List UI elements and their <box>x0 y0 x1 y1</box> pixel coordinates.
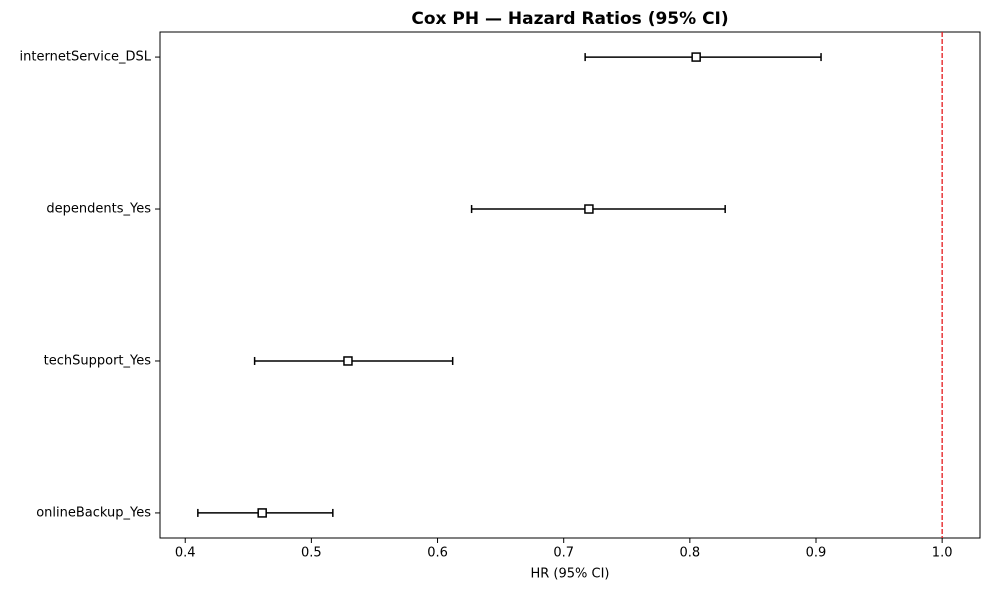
x-tick-label: 0.9 <box>806 546 827 561</box>
x-tick-label: 0.8 <box>680 546 701 561</box>
chart-title: Cox PH — Hazard Ratios (95% CI) <box>411 9 728 29</box>
x-axis-label: HR (95% CI) <box>530 567 609 582</box>
point-estimate <box>343 356 353 366</box>
y-tick-label: internetService_DSL <box>20 50 152 65</box>
x-tick-label: 1.0 <box>932 546 953 561</box>
y-tick-label: onlineBackup_Yes <box>36 505 151 520</box>
y-tick-label: dependents_Yes <box>46 202 151 217</box>
y-tick-label: techSupport_Yes <box>44 353 152 368</box>
point-estimate <box>584 204 594 214</box>
plot-frame <box>159 31 981 539</box>
point-estimate <box>691 52 701 62</box>
x-tick-label: 0.6 <box>427 546 448 561</box>
point-estimate <box>257 508 267 518</box>
x-tick-label: 0.7 <box>553 546 574 561</box>
x-tick-label: 0.5 <box>301 546 322 561</box>
x-tick-label: 0.4 <box>175 546 196 561</box>
